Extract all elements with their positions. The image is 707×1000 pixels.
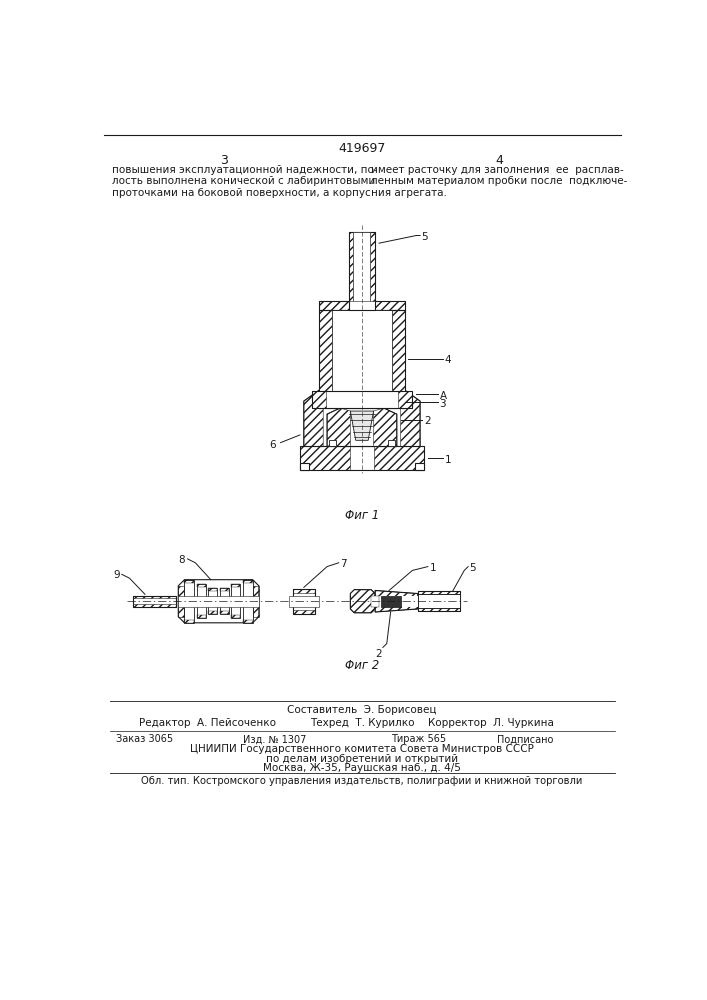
Text: 9: 9 [113,570,119,580]
Bar [220,588,230,614]
Text: Подписано: Подписано [497,734,554,744]
Bar [208,588,217,591]
Text: по делам изобретений и открытий: по делам изобретений и открытий [266,754,458,764]
Bar [370,232,375,301]
Bar [373,446,424,470]
Bar [185,580,194,623]
Text: А: А [440,391,447,401]
Polygon shape [327,408,397,446]
Text: Техред  Т. Курилко: Техред Т. Курилко [310,718,414,728]
Bar [329,440,337,446]
Bar [134,596,176,607]
Text: Φиг 1: Φиг 1 [345,509,379,522]
Bar [375,301,404,310]
Bar [320,310,404,408]
Bar [293,610,315,614]
Bar [418,591,460,594]
Bar [293,589,315,614]
Bar [220,588,230,591]
Text: 8: 8 [178,555,185,565]
Polygon shape [351,411,373,440]
Text: 5: 5 [469,563,477,573]
Bar [231,584,240,587]
Bar [349,232,375,310]
Text: Φиг 2: Φиг 2 [345,659,379,672]
Text: 3: 3 [440,399,446,409]
Bar [418,591,460,611]
Bar [231,584,240,618]
Bar [418,608,460,611]
Bar [320,301,404,310]
Text: 1: 1 [429,563,436,573]
Bar [197,615,206,618]
Bar [371,596,379,607]
Bar [320,310,332,391]
Bar [300,446,351,470]
Bar [208,611,217,614]
Text: 2: 2 [375,649,382,659]
Bar [185,620,194,623]
Bar [197,584,206,618]
Text: 1: 1 [445,455,452,465]
Bar [312,391,325,408]
Bar [381,596,401,607]
Bar [134,604,176,607]
Bar [332,310,392,391]
Text: 4: 4 [445,355,452,365]
Text: ЦНИИПИ Государственного комитета Совета Министров СССР: ЦНИИПИ Государственного комитета Совета … [190,744,534,754]
Bar [300,463,309,470]
Text: 5: 5 [421,232,428,242]
Polygon shape [304,387,420,446]
Text: Редактор  А. Пейсоченко: Редактор А. Пейсоченко [139,718,276,728]
Bar [220,611,230,614]
Text: Заказ 3065: Заказ 3065 [115,734,173,744]
Bar [349,232,354,301]
Text: имеет расточку для заполнения  ее  расплав-
ленным материалом пробки после  подк: имеет расточку для заполнения ее расплав… [371,165,628,198]
Bar [371,596,418,607]
Bar [243,620,252,623]
Bar [398,391,412,408]
Bar [231,615,240,618]
Bar [320,301,349,310]
Polygon shape [375,590,418,612]
Text: Изд. № 1307: Изд. № 1307 [243,734,307,744]
Bar [197,584,206,587]
Text: 4: 4 [495,154,503,167]
Bar [354,232,370,301]
Text: Составитель  Э. Борисовец: Составитель Э. Борисовец [287,705,437,715]
Bar [252,586,259,617]
Bar [178,596,259,607]
Text: 2: 2 [424,416,431,426]
Bar [387,440,395,446]
Bar [414,463,424,470]
Bar [243,580,252,623]
Polygon shape [351,590,375,613]
Text: 6: 6 [269,440,276,450]
Text: Москва, Ж-35, Раушская наб., д. 4/5: Москва, Ж-35, Раушская наб., д. 4/5 [263,763,461,773]
Text: 419697: 419697 [338,142,385,155]
Bar [293,589,315,593]
Bar [185,580,194,583]
Bar [289,596,319,607]
Bar [312,391,412,408]
Text: 3: 3 [220,154,228,167]
Text: Обл. тип. Костромского управления издательств, полиграфии и книжной торговли: Обл. тип. Костромского управления издате… [141,776,583,786]
Bar [134,596,176,598]
Bar [300,446,424,470]
Text: Тираж 565: Тираж 565 [391,734,445,744]
Polygon shape [178,580,259,623]
Bar [208,588,217,614]
Bar [178,586,185,617]
Bar [418,594,460,608]
Text: Корректор  Л. Чуркина: Корректор Л. Чуркина [428,718,554,728]
Text: повышения эксплуатационной надежности, по-
лость выполнена конической с лабиринт: повышения эксплуатационной надежности, п… [112,165,378,198]
Text: 7: 7 [340,559,347,569]
Bar [392,310,404,391]
Bar [243,580,252,583]
